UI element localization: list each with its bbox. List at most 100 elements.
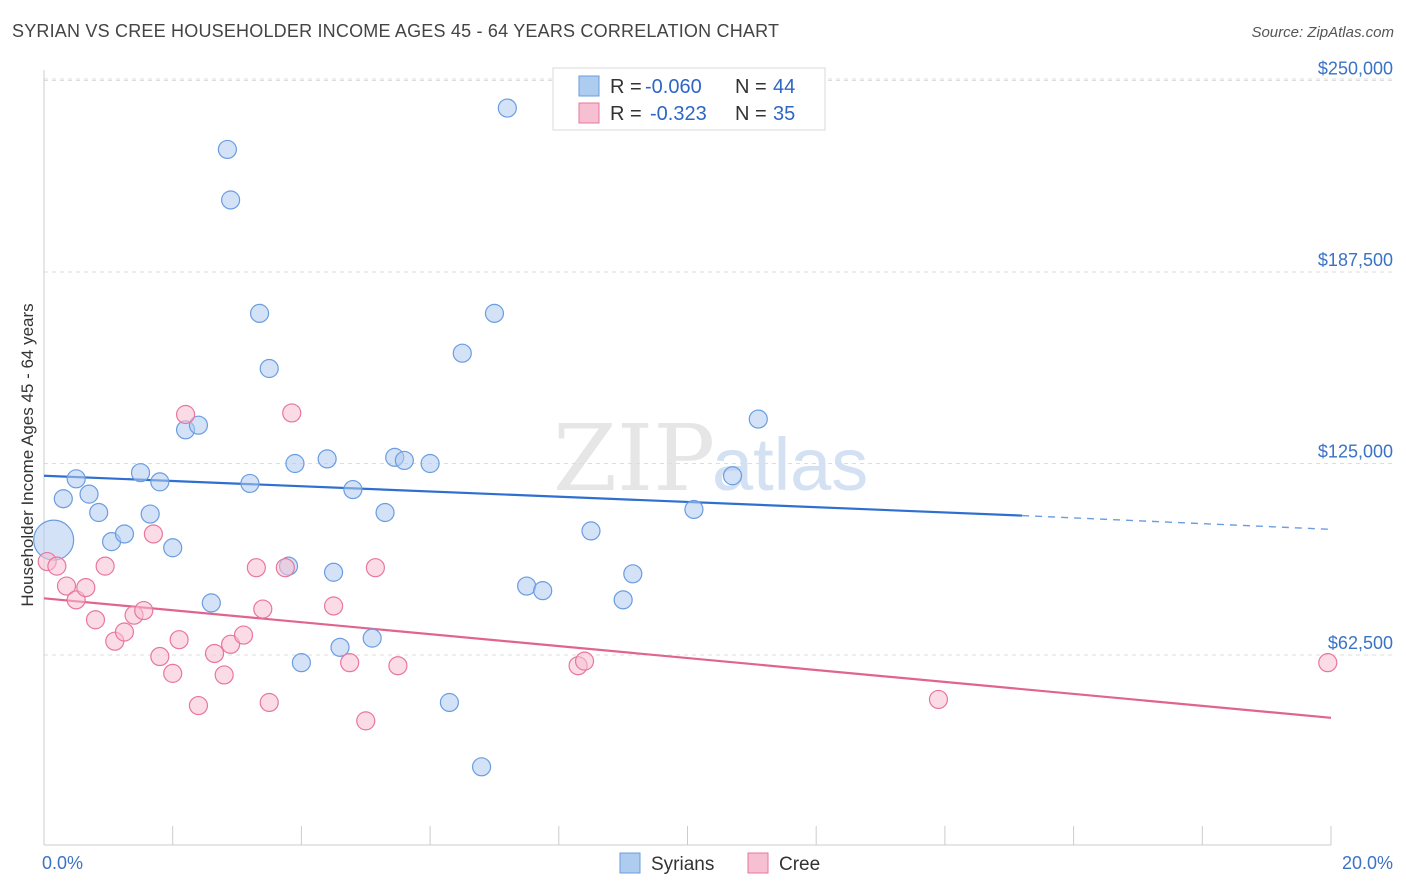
watermark: ZIP atlas (553, 405, 868, 512)
syrians-point-12 (188, 415, 209, 435)
syrians-point-24 (330, 637, 350, 657)
series-legend-label-syrians: Syrians (651, 854, 714, 875)
syrians-point-31 (439, 692, 460, 713)
chart-source: Source: ZipAtlas.com (1251, 24, 1394, 41)
grid-lines (44, 78, 1395, 656)
cree-point-20 (233, 625, 254, 645)
legend-n-value-cree: 35 (773, 103, 795, 125)
y-axis-label: Householder Income Ages 45 - 64 years (18, 303, 37, 606)
syrians-point-14 (217, 139, 237, 160)
legend-r-value-syrians: -0.060 (645, 76, 702, 98)
cree-point-27 (340, 653, 360, 673)
axes (43, 70, 1332, 846)
y-tick-label-0: $62,500 (1328, 633, 1393, 653)
cree-point-23 (259, 692, 279, 713)
syrians-point-35 (497, 98, 517, 118)
y-tick-label-1: $125,000 (1318, 442, 1393, 462)
y-tick-labels: $62,500 $125,000 $187,500 $250,000 (1318, 59, 1393, 654)
syrians-point-8 (140, 504, 160, 524)
cree-point-18 (214, 665, 234, 685)
syrians-trend-line (43, 474, 1023, 517)
watermark-zip: ZIP (553, 405, 715, 512)
legend-r-value-cree: -0.323 (650, 103, 707, 125)
syrians-point-3 (79, 484, 99, 504)
watermark-atlas: atlas (712, 423, 868, 506)
cree-point-22 (253, 599, 273, 619)
syrians-point-41 (684, 499, 704, 520)
legend-swatch-cree (578, 102, 600, 124)
syrians-point-32 (452, 343, 472, 363)
syrians-point-42 (722, 466, 743, 486)
syrians-point-4 (89, 502, 109, 523)
syrians-point-15 (221, 190, 241, 210)
x-tick-label-0: 0.0% (42, 853, 83, 873)
y-tick-label-2: $187,500 (1318, 250, 1393, 270)
data-points (33, 98, 1338, 777)
syrians-point-23 (323, 562, 344, 582)
cree-point-30 (388, 656, 408, 676)
cree-point-2 (56, 576, 77, 596)
syrians-point-10 (163, 538, 183, 558)
chart-title: SYRIAN VS CREE HOUSEHOLDER INCOME AGES 4… (12, 21, 780, 41)
syrians-point-21 (291, 653, 311, 673)
cree-trend-line (43, 597, 1332, 719)
cree-point-10 (134, 600, 154, 621)
cree-point-8 (114, 622, 135, 642)
cree-point-11 (143, 524, 163, 544)
syrians-point-6 (114, 524, 135, 544)
syrians-point-33 (471, 757, 492, 777)
cree-point-24 (275, 558, 295, 578)
stats-legend: R = -0.060 N = 44 R = -0.323 N = 35 (552, 67, 826, 131)
cree-point-29 (365, 558, 386, 578)
legend-n-value-syrians: 44 (773, 76, 795, 98)
y-tick-label-3: $250,000 (1318, 59, 1393, 79)
x-tick-label-1: 20.0% (1342, 853, 1393, 873)
cree-point-21 (246, 558, 266, 578)
trend-lines (43, 474, 1332, 719)
legend-n-label-cree: N = (735, 103, 767, 125)
cree-point-6 (95, 556, 115, 576)
legend-swatch-syrians (578, 75, 600, 97)
syrians-point-29 (394, 450, 414, 471)
series-legend-label-cree: Cree (779, 854, 820, 875)
cree-point-33 (928, 689, 949, 710)
syrians-point-37 (533, 581, 553, 601)
syrians-point-36 (517, 576, 537, 596)
syrians-point-38 (581, 521, 601, 541)
x-tick-labels: 0.0% 20.0% (42, 853, 1393, 873)
cree-point-4 (76, 577, 96, 598)
syrians-point-43 (748, 409, 768, 429)
legend-r-label-cree: R = (610, 103, 642, 125)
syrians-point-7 (130, 463, 151, 483)
cree-point-13 (163, 663, 183, 683)
syrians-point-17 (249, 303, 270, 323)
cree-point-16 (188, 695, 209, 716)
syrians-point-22 (317, 449, 337, 469)
syrians-point-40 (623, 564, 643, 584)
cree-point-32 (574, 651, 595, 671)
cree-point-34 (1318, 653, 1338, 673)
series-legend: Syrians Cree (619, 852, 820, 875)
syrians-point-2 (66, 469, 86, 489)
cree-point-28 (356, 711, 376, 731)
legend-r-label-syrians: R = (610, 76, 642, 98)
legend-n-label-syrians: N = (735, 76, 767, 98)
series-legend-swatch-syrians (619, 852, 641, 874)
cree-point-5 (85, 610, 106, 630)
syrians-point-0 (33, 519, 75, 561)
syrians-point-25 (343, 479, 363, 500)
syrians-point-18 (259, 358, 279, 379)
syrians-point-26 (362, 628, 382, 648)
syrians-point-30 (420, 453, 440, 474)
syrians-point-27 (375, 502, 395, 523)
syrians-point-34 (484, 303, 505, 323)
series-legend-swatch-cree (747, 852, 769, 874)
syrians-trend-extension (1022, 514, 1332, 531)
cree-point-15 (175, 404, 196, 425)
cree-point-14 (169, 630, 189, 650)
cree-point-1 (47, 556, 67, 576)
syrians-point-16 (240, 473, 260, 494)
cree-point-17 (204, 643, 225, 664)
syrians-point-13 (201, 593, 221, 613)
